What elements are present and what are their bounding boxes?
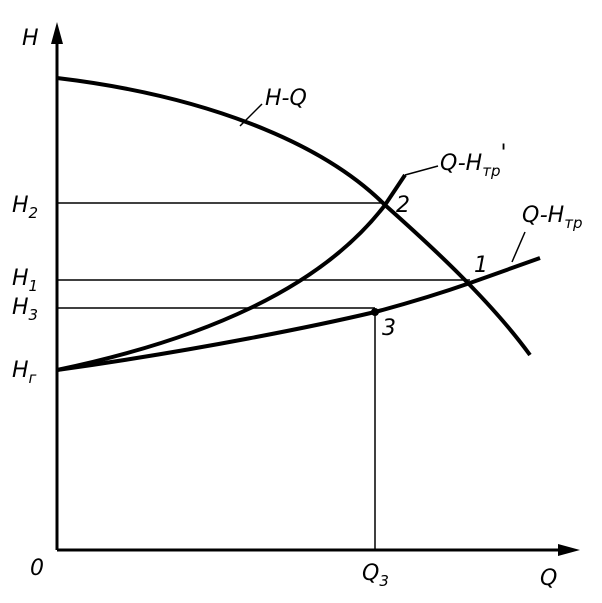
axes xyxy=(51,22,580,556)
curve-label: H-Q xyxy=(265,86,307,111)
label-part: Q-H xyxy=(522,203,564,228)
label-part: 1 xyxy=(29,277,39,295)
label-part: H xyxy=(12,193,29,218)
q-htr-prime-curve xyxy=(56,173,407,372)
level-label: Hг xyxy=(12,358,37,387)
origin-label: 0 xyxy=(30,556,44,581)
curve-label: Q-Hтр xyxy=(522,203,582,232)
label-part: тр xyxy=(564,214,582,232)
label-part: H xyxy=(12,266,29,291)
x-axis-label: Q xyxy=(540,566,557,591)
leader xyxy=(239,103,263,127)
level-label: H3 xyxy=(12,295,38,324)
point-label: 1 xyxy=(474,253,488,278)
label-part: Q-H xyxy=(440,151,482,176)
level-label: H1 xyxy=(12,266,38,295)
leader xyxy=(511,231,526,263)
point-label: 3 xyxy=(382,316,396,341)
leader xyxy=(404,165,439,176)
y-axis-label: H xyxy=(22,26,39,51)
guide-lines xyxy=(57,202,470,550)
label-part: тр xyxy=(482,162,500,180)
label-part: 3 xyxy=(379,572,389,590)
label-part: 3 xyxy=(29,306,39,324)
point-3-dot xyxy=(371,308,379,316)
label-part: ' xyxy=(500,141,506,166)
label-part: 2 xyxy=(29,204,39,222)
point-label: 2 xyxy=(396,193,410,218)
label-part: H xyxy=(12,358,29,383)
label-part: H xyxy=(12,295,29,320)
label-part: г xyxy=(29,369,37,387)
curve-label: Q-Hтр' xyxy=(440,141,507,180)
label-part: Q xyxy=(362,561,379,586)
level-label: H2 xyxy=(12,193,38,222)
flow-label: Q3 xyxy=(362,561,389,590)
h-q-curve xyxy=(56,76,532,357)
q-htr-curve xyxy=(56,256,541,372)
